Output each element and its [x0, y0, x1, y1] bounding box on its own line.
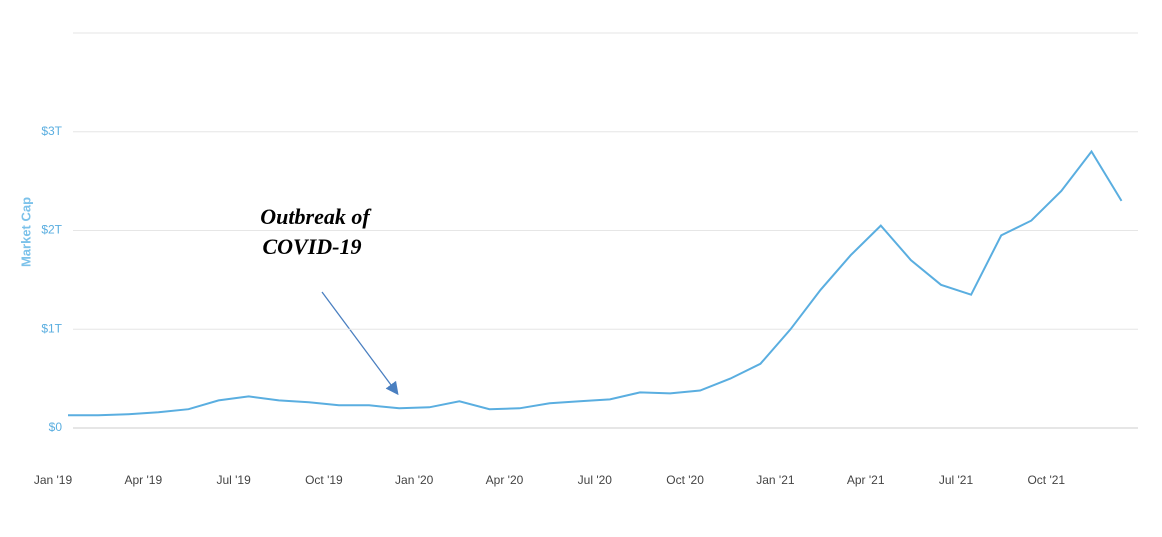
x-tick-label: Apr '19	[124, 473, 162, 487]
x-tick-label: Jan '21	[756, 473, 795, 487]
data-line	[68, 149, 1123, 417]
annotation: COVID-19	[262, 234, 361, 259]
x-tick-label: Jan '20	[395, 473, 434, 487]
y-tick-label: $1T	[41, 321, 62, 335]
annotation-arrow	[321, 291, 399, 396]
x-tick-label: Jul '19	[216, 473, 251, 487]
x-tick-label: Oct '20	[666, 473, 704, 487]
x-tick-label: Jul '21	[939, 473, 974, 487]
x-tick-label: Jan '19	[34, 473, 73, 487]
x-tick-label: Oct '21	[1027, 473, 1065, 487]
x-tick-label: Jul '20	[578, 473, 613, 487]
x-tick-label: Apr '21	[847, 473, 885, 487]
y-tick-label: $0	[49, 420, 63, 434]
y-axis-label: Market Cap	[18, 197, 33, 267]
y-tick-label: $3T	[41, 124, 62, 138]
y-tick-label: $2T	[41, 223, 62, 237]
x-tick-label: Oct '19	[305, 473, 343, 487]
annotation: Outbreak of	[260, 204, 372, 229]
x-tick-label: Apr '20	[486, 473, 524, 487]
